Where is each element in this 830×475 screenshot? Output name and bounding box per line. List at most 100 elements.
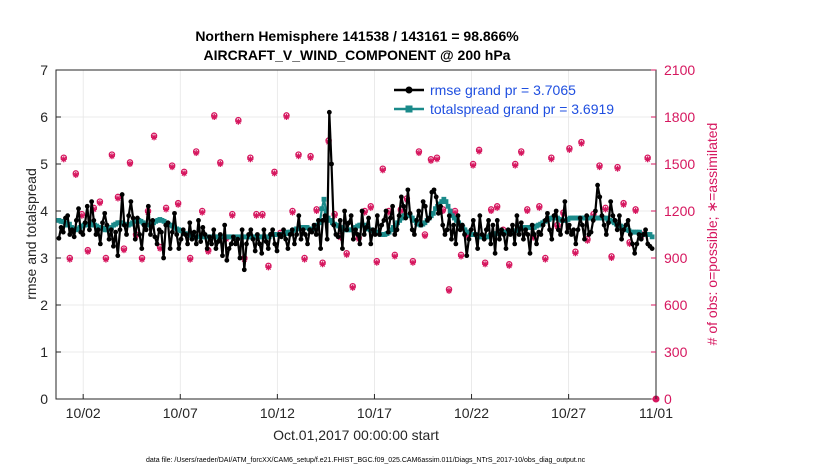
obs-star-stroke (265, 264, 272, 270)
obs-assimilated-point (427, 157, 434, 164)
rmse-point (449, 236, 454, 242)
rmse-point (390, 203, 395, 209)
rmse-point (490, 222, 496, 228)
rmse-point (479, 232, 485, 237)
obs-assimilated-point (620, 201, 627, 208)
rmse-point (287, 232, 293, 237)
obs-assimilated-point (313, 208, 320, 214)
rmse-point (211, 227, 217, 233)
obs-star-stroke (633, 208, 639, 214)
rmse-point (551, 213, 557, 219)
rmse-point (324, 236, 330, 242)
rmse-point (422, 203, 428, 209)
obs-assimilated-point (163, 206, 170, 213)
rmse-point (191, 229, 197, 235)
rmse-point (71, 234, 77, 240)
x-tick-label: 10/07 (163, 405, 198, 421)
rmse-point (385, 229, 391, 235)
rmse-point (183, 232, 188, 237)
rmse-point (374, 213, 380, 219)
rmse-point (562, 199, 568, 205)
rmse-point (84, 203, 90, 209)
rmse-point (281, 227, 286, 233)
obs-star-stroke (518, 150, 524, 156)
obs-star-stroke (494, 205, 500, 211)
chart-title-line1: Northern Hemisphere 141538 / 143161 = 98… (195, 28, 519, 44)
obs-star-stroke (470, 162, 476, 169)
rmse-point (411, 232, 417, 237)
rmse-point (359, 208, 365, 214)
legend-spread-label: totalspread grand pr = 3.6919 (430, 101, 614, 117)
rmse-point (630, 241, 635, 247)
rmse-point (87, 227, 92, 233)
rmse-point (547, 227, 553, 233)
obs-star-stroke (434, 156, 440, 162)
rmse-point (590, 218, 596, 223)
rmse-point (435, 210, 441, 216)
obs-assimilated-point (524, 208, 531, 214)
obs-assimilated-point (409, 259, 416, 266)
rmse-point (115, 253, 121, 259)
obs-assimilated-point (169, 164, 176, 171)
legend: rmse grand pr = 3.7065 totalspread grand… (394, 82, 614, 117)
obs-star-stroke (596, 164, 603, 170)
obs-assimilated-point (458, 253, 465, 260)
rmse-point (627, 232, 633, 237)
obs-star-stroke (85, 249, 91, 255)
rmse-point (128, 199, 134, 205)
rmse-point (137, 232, 143, 237)
obs-star-stroke (151, 134, 157, 140)
obs-star-stroke (193, 150, 199, 156)
obs-star-stroke (374, 260, 380, 266)
rmse-point (209, 241, 214, 247)
rmse-point (200, 225, 206, 230)
obs-star-stroke (344, 252, 350, 258)
rmse-point (95, 227, 101, 233)
rmse-point (446, 213, 452, 219)
right-tick-label: 300 (664, 344, 688, 360)
obs-star-stroke (283, 114, 290, 120)
obs-star-stroke (67, 256, 73, 263)
rmse-point (501, 232, 507, 237)
obs-star-stroke (512, 162, 518, 169)
obs-star-stroke (217, 161, 223, 167)
rmse-point (505, 227, 511, 233)
rmse-point (265, 246, 271, 252)
rmse-point (56, 235, 62, 241)
rmse-point (178, 236, 184, 242)
rmse-point (148, 232, 153, 237)
right-tick-label: 1200 (664, 203, 695, 219)
rmse-point (398, 194, 404, 200)
rmse-point (366, 215, 371, 221)
obs-star-stroke (548, 156, 554, 162)
obs-star-stroke (295, 153, 302, 159)
obs-assimilated-point (217, 161, 224, 167)
rmse-point (427, 215, 433, 221)
rmse-point (614, 227, 620, 233)
rmse-point (283, 236, 289, 242)
y-tick-label: 7 (40, 62, 48, 78)
y-tick-label: 3 (40, 250, 48, 266)
spread-point (430, 210, 436, 216)
spread-point (443, 199, 449, 204)
obs-assimilated-point (494, 204, 501, 211)
obs-assimilated-point (126, 161, 133, 167)
obs-assimilated-point (578, 140, 585, 147)
obs-star-stroke (271, 170, 278, 176)
rmse-point (187, 220, 193, 226)
obs-assimilated-point (644, 156, 651, 163)
rmse-point (320, 218, 326, 223)
obs-assimilated-point (199, 209, 206, 216)
rmse-point (272, 241, 278, 247)
rmse-point (274, 248, 280, 254)
rmse-point (124, 232, 129, 237)
rmse-point (414, 218, 419, 223)
rmse-point (545, 210, 550, 216)
rmse-point (180, 227, 186, 233)
rmse-point (135, 215, 140, 221)
rmse-point (294, 232, 300, 237)
obs-assimilated-point (470, 162, 477, 169)
obs-star-stroke (476, 148, 482, 155)
rmse-point (248, 227, 254, 233)
rmse-point (558, 232, 563, 237)
